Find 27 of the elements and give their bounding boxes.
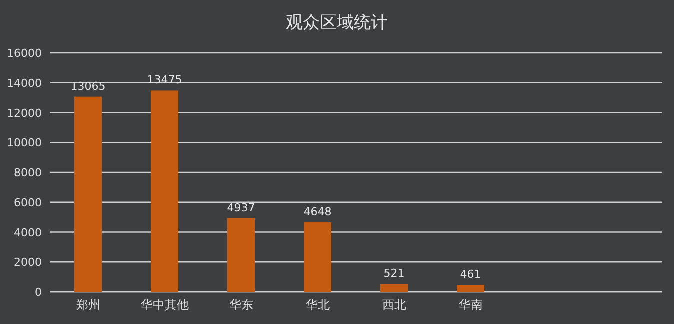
data-label: 4937 bbox=[227, 201, 256, 214]
y-tick-label: 0 bbox=[35, 286, 42, 299]
data-label: 461 bbox=[460, 268, 482, 282]
y-tick-label: 10000 bbox=[7, 136, 42, 150]
y-tick-label: 12000 bbox=[7, 106, 42, 120]
x-tick-label: 郑州 bbox=[76, 298, 100, 312]
bar bbox=[456, 285, 485, 292]
y-tick-label: 14000 bbox=[7, 76, 42, 90]
x-tick-label: 华北 bbox=[306, 298, 330, 312]
bar bbox=[380, 284, 408, 292]
bar bbox=[150, 90, 179, 292]
data-label: 13065 bbox=[70, 80, 106, 93]
y-tick-label: 8000 bbox=[14, 166, 42, 180]
bar bbox=[74, 96, 102, 292]
y-tick-label: 16000 bbox=[7, 47, 42, 60]
x-tick-label: 华中其他 bbox=[140, 298, 189, 312]
data-label: 4648 bbox=[304, 206, 332, 219]
data-label: 521 bbox=[384, 267, 405, 280]
bar bbox=[304, 222, 332, 292]
y-tick-label: 2000 bbox=[14, 256, 42, 270]
bar bbox=[227, 218, 256, 292]
chart-title: 观众区域统计 bbox=[286, 13, 388, 33]
x-tick-label: 华南 bbox=[458, 298, 483, 312]
x-tick-label: 西北 bbox=[382, 298, 406, 312]
x-tick-label: 华东 bbox=[229, 298, 254, 312]
y-tick-label: 4000 bbox=[14, 226, 42, 240]
y-tick-label: 6000 bbox=[14, 196, 42, 210]
